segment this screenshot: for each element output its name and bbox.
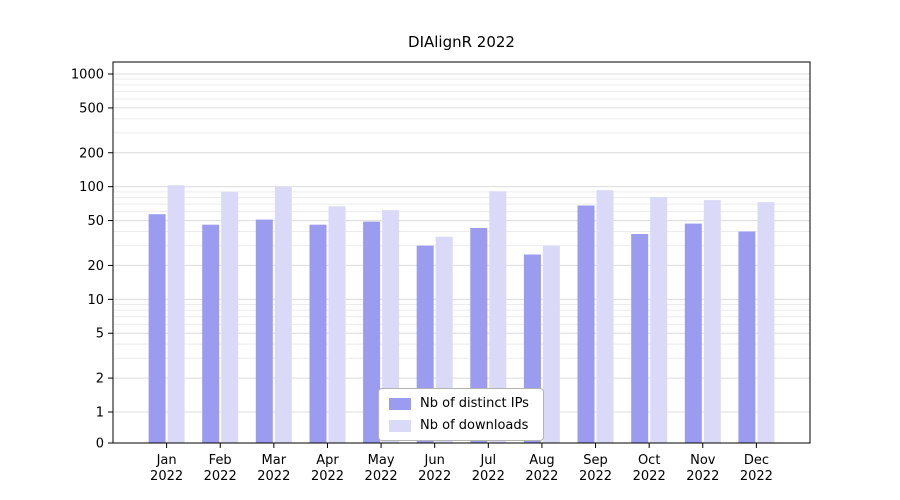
x-tick-year-label: 2022	[365, 469, 398, 484]
x-tick-label: Dec	[744, 453, 769, 468]
bar-downloads-nov	[703, 200, 721, 443]
x-tick-year-label: 2022	[150, 469, 183, 484]
x-tick-label: Oct	[638, 453, 660, 468]
y-tick-label: 5	[96, 327, 104, 342]
y-tick-label: 10	[87, 293, 104, 308]
x-tick-label: May	[368, 453, 395, 468]
bar-downloads-jan	[167, 185, 185, 443]
bar-distinct-ips-nov	[684, 223, 702, 443]
y-tick-label: 20	[87, 259, 104, 274]
legend-swatch-downloads	[389, 419, 411, 432]
x-tick-year-label: 2022	[579, 469, 612, 484]
bar-distinct-ips-apr	[309, 224, 327, 443]
y-tick-label: 0	[96, 437, 104, 452]
x-tick-year-label: 2022	[311, 469, 344, 484]
y-tick-label: 200	[79, 146, 104, 161]
bar-downloads-aug	[542, 245, 560, 443]
bar-downloads-oct	[650, 197, 668, 443]
x-tick-label: Jul	[479, 453, 496, 468]
chart-title: DIAlignR 2022	[408, 33, 515, 51]
bar-distinct-ips-mar	[255, 219, 273, 443]
legend-label-distinct-ips: Nb of distinct IPs	[420, 396, 529, 411]
legend-item-downloads: Nb of downloads	[389, 418, 529, 433]
x-axis: Jan2022Feb2022Mar2022Apr2022May2022Jun20…	[150, 443, 773, 484]
bar-downloads-jul	[489, 191, 507, 443]
bar-distinct-ips-feb	[202, 224, 220, 443]
y-tick-label: 2	[96, 372, 104, 387]
x-tick-year-label: 2022	[472, 469, 505, 484]
bar-distinct-ips-oct	[631, 234, 649, 443]
bar-downloads-sep	[596, 190, 614, 443]
x-tick-label: Apr	[316, 453, 339, 468]
x-tick-label: Jun	[424, 453, 445, 468]
legend-item-distinct-ips: Nb of distinct IPs	[389, 396, 529, 411]
bar-distinct-ips-jan	[148, 214, 166, 443]
x-tick-year-label: 2022	[525, 469, 558, 484]
y-tick-label: 50	[87, 214, 104, 229]
x-tick-label: Aug	[529, 453, 554, 468]
chart-legend: Nb of distinct IPs Nb of downloads	[378, 388, 544, 441]
legend-swatch-distinct-ips	[389, 397, 411, 410]
x-tick-label: Sep	[583, 453, 608, 468]
y-tick-label: 1	[96, 406, 104, 421]
x-tick-year-label: 2022	[633, 469, 666, 484]
x-tick-year-label: 2022	[418, 469, 451, 484]
x-tick-label: Nov	[690, 453, 716, 468]
legend-label-downloads: Nb of downloads	[420, 418, 529, 433]
x-tick-label: Feb	[209, 453, 232, 468]
x-tick-year-label: 2022	[740, 469, 773, 484]
x-tick-label: Jan	[156, 453, 177, 468]
y-axis: 0 1 2 5 10 20 50 100 200 500 1000	[71, 68, 113, 452]
x-tick-year-label: 2022	[686, 469, 719, 484]
plot-frame	[112, 61, 811, 444]
bar-distinct-ips-dec	[738, 231, 756, 443]
bar-downloads-feb	[221, 191, 239, 443]
x-tick-year-label: 2022	[257, 469, 290, 484]
y-tick-label: 1000	[71, 68, 104, 83]
x-tick-label: Mar	[262, 453, 287, 468]
bar-distinct-ips-may	[363, 221, 381, 443]
bar-downloads-mar	[274, 186, 292, 443]
bar-downloads-dec	[757, 202, 775, 443]
y-tick-label: 500	[79, 101, 104, 116]
bar-downloads-may	[382, 210, 400, 443]
bar-distinct-ips-sep	[577, 205, 595, 443]
bar-downloads-apr	[328, 206, 346, 443]
x-tick-year-label: 2022	[204, 469, 237, 484]
y-tick-label: 100	[79, 180, 104, 195]
